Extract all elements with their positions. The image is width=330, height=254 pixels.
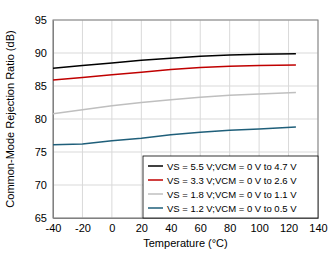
grid-line-y (53, 119, 318, 120)
legend-swatch (148, 193, 163, 195)
grid-line-y (53, 152, 318, 153)
tick-label: 80 (35, 113, 47, 125)
tick: 60 (195, 218, 207, 234)
tick: 75 (35, 146, 53, 158)
tick-label: -20 (75, 222, 91, 234)
tick-label: 85 (35, 80, 47, 92)
tick-label: 60 (195, 222, 207, 234)
tick-label: 20 (136, 222, 148, 234)
series-line (53, 127, 296, 145)
chart: -40 -20 0 20 40 60 80 100 120 140 65 70 75 80 85 90 95 Te… (0, 0, 330, 254)
tick-label: 80 (224, 222, 236, 234)
legend: VS = 5.5 V;VCM = 0 V to 4.7 V VS = 3.3 V;… (143, 156, 318, 218)
tick: 80 (224, 218, 236, 234)
legend-label: VS = 1.2 V;VCM = 0 V to 0.5 V (167, 203, 297, 214)
legend-swatch (148, 207, 163, 209)
grid-line-y (53, 86, 318, 87)
tick: 85 (35, 80, 53, 92)
tick: 80 (35, 113, 53, 125)
legend-swatch (148, 179, 163, 181)
tick: 140 (309, 218, 327, 234)
y-axis: 65 70 75 80 85 90 95 (35, 14, 54, 224)
x-axis-title: Temperature (°C) (143, 237, 227, 249)
tick-label: 100 (250, 222, 268, 234)
tick: 0 (109, 218, 115, 234)
tick-label: 140 (309, 222, 327, 234)
tick-label: -40 (46, 222, 62, 234)
tick-label: 65 (35, 212, 47, 224)
legend-label: VS = 3.3 V;VCM = 0 V to 2.6 V (167, 175, 297, 186)
tick: -40 (46, 218, 62, 234)
legend-swatch (148, 165, 163, 167)
tick-label: 120 (280, 222, 298, 234)
tick-label: 70 (35, 179, 47, 191)
tick-label: 90 (35, 47, 47, 59)
y-axis-title: Common-Mode Rejection Ratio (dB) (4, 30, 16, 207)
legend-label: VS = 1.8 V;VCM = 0 V to 1.1 V (167, 189, 297, 200)
plot-frame (53, 20, 318, 218)
tick: 70 (35, 179, 53, 191)
tick-label: 40 (165, 222, 177, 234)
tick-label: 95 (35, 14, 47, 26)
legend-label: VS = 5.5 V;VCM = 0 V to 4.7 V (167, 161, 297, 172)
tick: 120 (280, 218, 298, 234)
tick-label: 0 (109, 222, 115, 234)
grid (53, 20, 318, 218)
legend-box (143, 156, 318, 218)
tick: 40 (165, 218, 177, 234)
series-line (53, 93, 296, 114)
tick: 20 (136, 218, 148, 234)
x-axis: -40 -20 0 20 40 60 80 100 120 140 (46, 218, 328, 234)
tick: 65 (35, 212, 53, 224)
series-line (53, 65, 296, 80)
tick: -20 (75, 218, 91, 234)
series-group (53, 54, 296, 145)
tick-label: 75 (35, 146, 47, 158)
tick: 100 (250, 218, 268, 234)
tick: 90 (35, 47, 53, 59)
tick: 95 (35, 14, 53, 26)
